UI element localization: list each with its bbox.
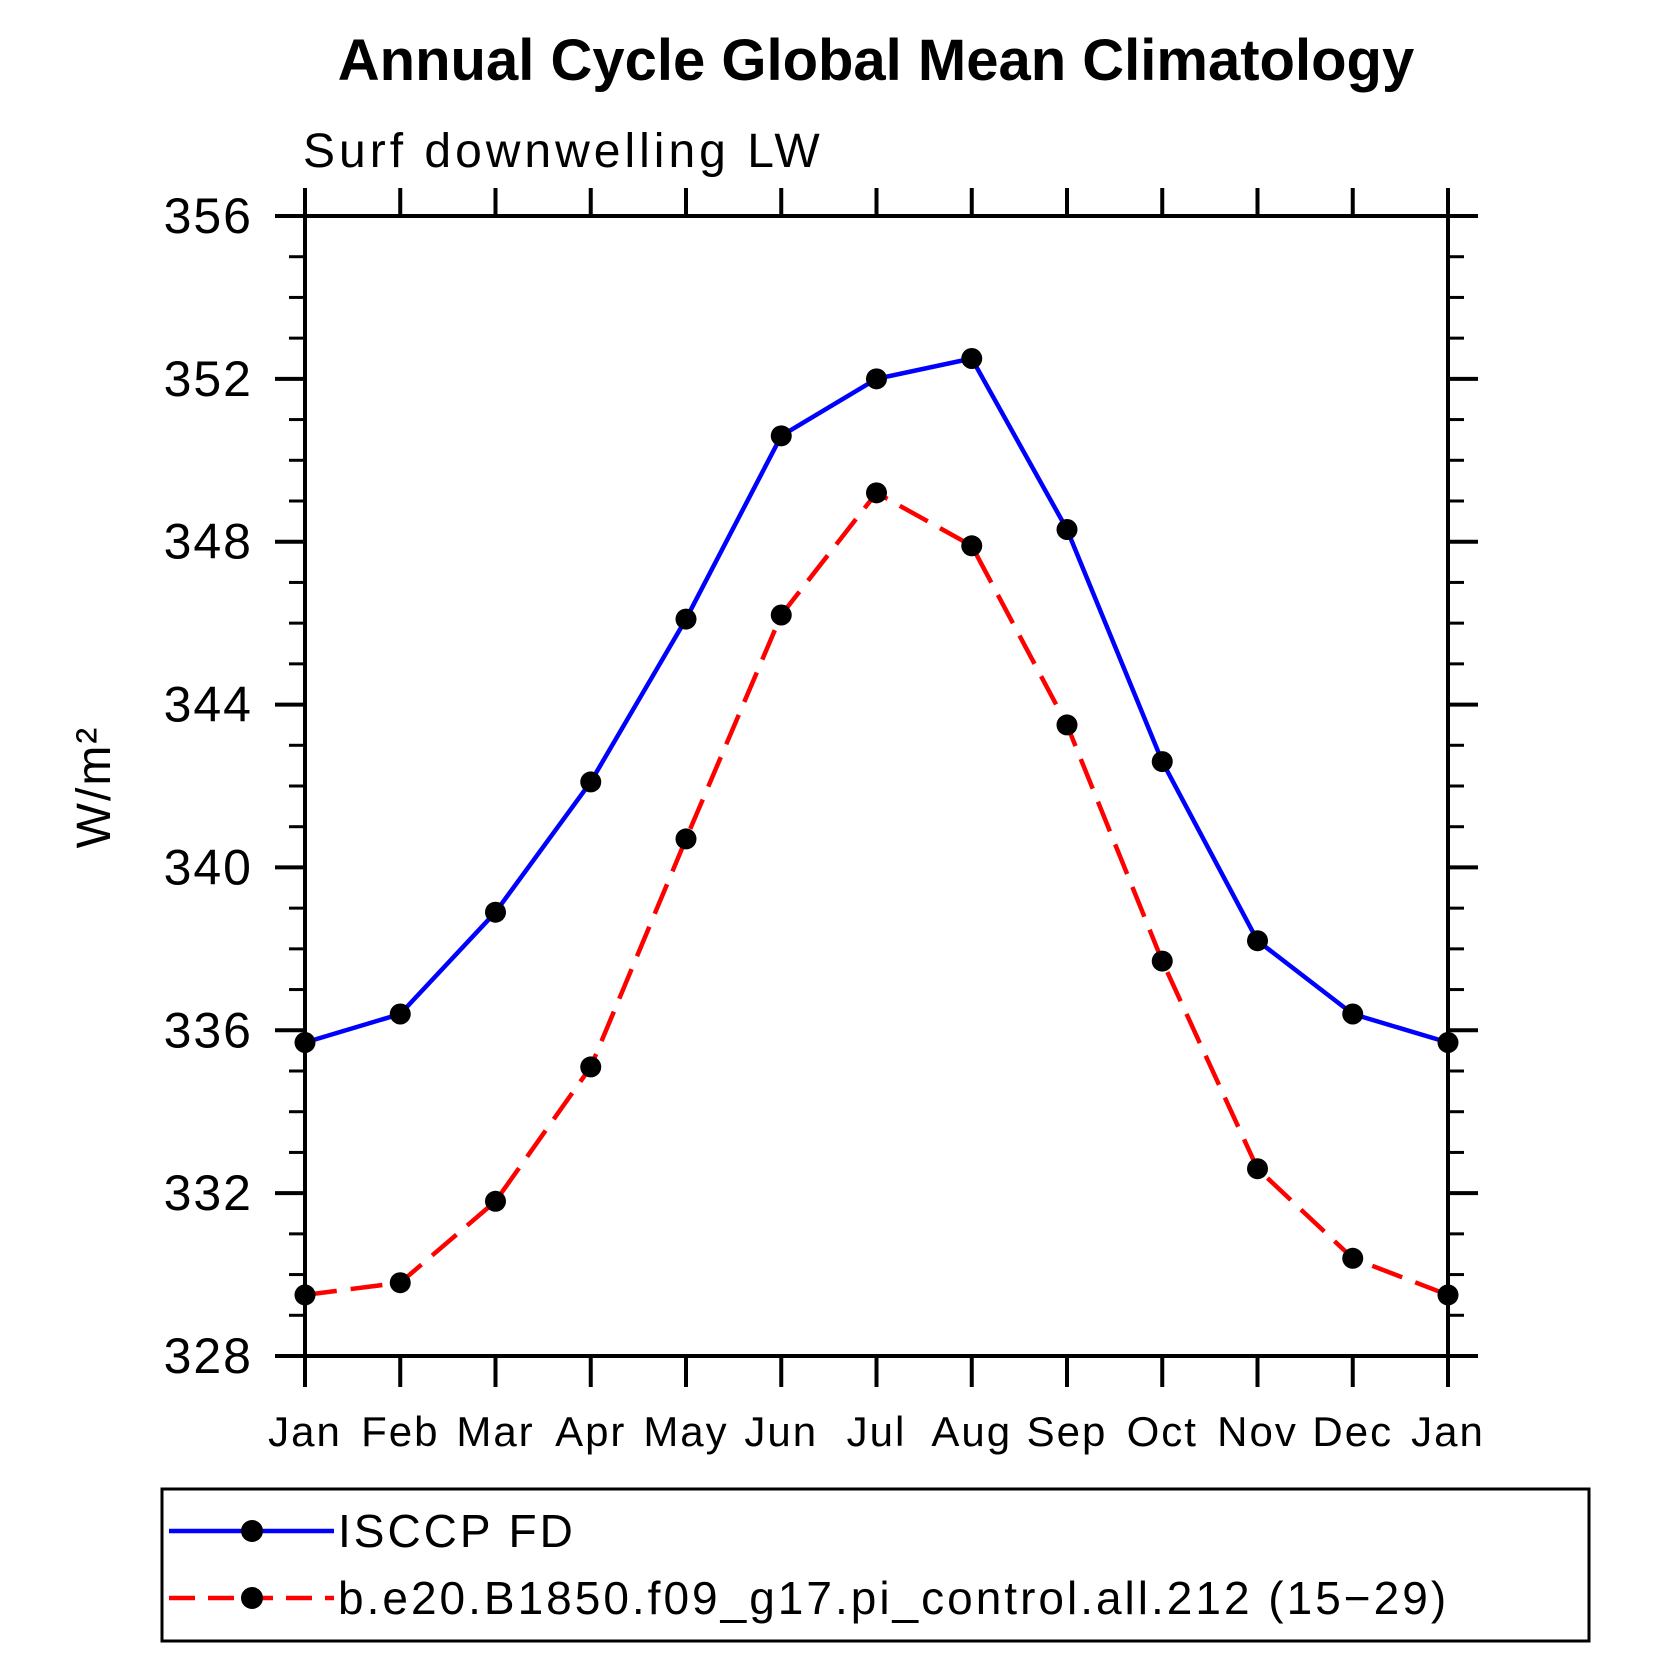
data-point-marker [675, 828, 697, 850]
y-tick-label: 344 [164, 677, 253, 733]
y-tick-label: 332 [164, 1165, 253, 1221]
y-tick-label: 352 [164, 351, 253, 407]
x-tick-label: Aug [931, 1408, 1012, 1455]
x-tick-label: Apr [555, 1408, 626, 1455]
legend-sample-marker [241, 1587, 263, 1609]
x-tick-label: Sep [1027, 1408, 1108, 1455]
data-point-marker [294, 1284, 316, 1306]
data-point-marker [961, 348, 983, 369]
chart-subtitle: Surf downwelling LW [303, 125, 824, 178]
y-axis-label: W/m² [68, 726, 121, 849]
x-tick-label: Dec [1312, 1408, 1393, 1455]
chart-title: Annual Cycle Global Mean Climatology [338, 28, 1414, 93]
data-point-marker [961, 535, 983, 557]
legend-sample-marker [241, 1520, 263, 1542]
x-tick-label: May [643, 1408, 728, 1455]
data-point-marker [580, 1056, 602, 1078]
data-point-marker [1437, 1032, 1459, 1053]
x-tick-label: Jun [744, 1408, 818, 1455]
data-point-marker [770, 604, 792, 626]
data-point-marker [389, 1003, 411, 1025]
x-tick-label: Jul [847, 1408, 907, 1455]
x-tick-label: Jan [1411, 1408, 1485, 1455]
data-point-marker [770, 425, 792, 447]
data-point-marker [1437, 1284, 1459, 1306]
data-point-marker [580, 771, 602, 793]
data-point-marker [866, 482, 887, 504]
y-tick-label: 328 [164, 1328, 253, 1384]
data-point-marker [1056, 714, 1078, 736]
legend-label-model: b.e20.B1850.f09_g17.pi_control.all.212 (… [338, 1572, 1449, 1624]
legend-box [160, 1487, 1591, 1643]
data-point-marker [866, 368, 887, 390]
data-point-marker [1247, 930, 1268, 952]
data-point-marker [1151, 950, 1173, 972]
legend: ISCCP FD b.e20.B1850.f09_g17.pi_control.… [160, 1487, 1591, 1643]
x-tick-label: Nov [1217, 1408, 1298, 1455]
data-point-marker [1151, 751, 1173, 773]
x-tick-label: Feb [361, 1408, 439, 1455]
legend-label-isccp: ISCCP FD [338, 1505, 576, 1557]
plot-area: 328 332 336 340 344 348 352 356 Jan Feb Mar Apr May J… [164, 188, 1485, 1455]
y-tick-label: 356 [164, 188, 253, 244]
x-tick-label: Jan [268, 1408, 342, 1455]
data-point-marker [485, 1190, 506, 1212]
y-tick-label: 340 [164, 839, 253, 895]
data-point-marker [1342, 1247, 1364, 1269]
data-point-marker [485, 901, 506, 923]
data-point-marker [1056, 519, 1078, 540]
x-tick-label: Mar [456, 1408, 534, 1455]
y-tick-label: 348 [164, 514, 253, 570]
data-point-marker [675, 608, 697, 630]
data-point-marker [1247, 1158, 1268, 1180]
data-point-marker [389, 1272, 411, 1294]
data-point-marker [294, 1032, 316, 1053]
data-point-marker [1342, 1003, 1364, 1025]
y-tick-label: 336 [164, 1002, 253, 1058]
x-tick-label: Oct [1127, 1408, 1198, 1455]
